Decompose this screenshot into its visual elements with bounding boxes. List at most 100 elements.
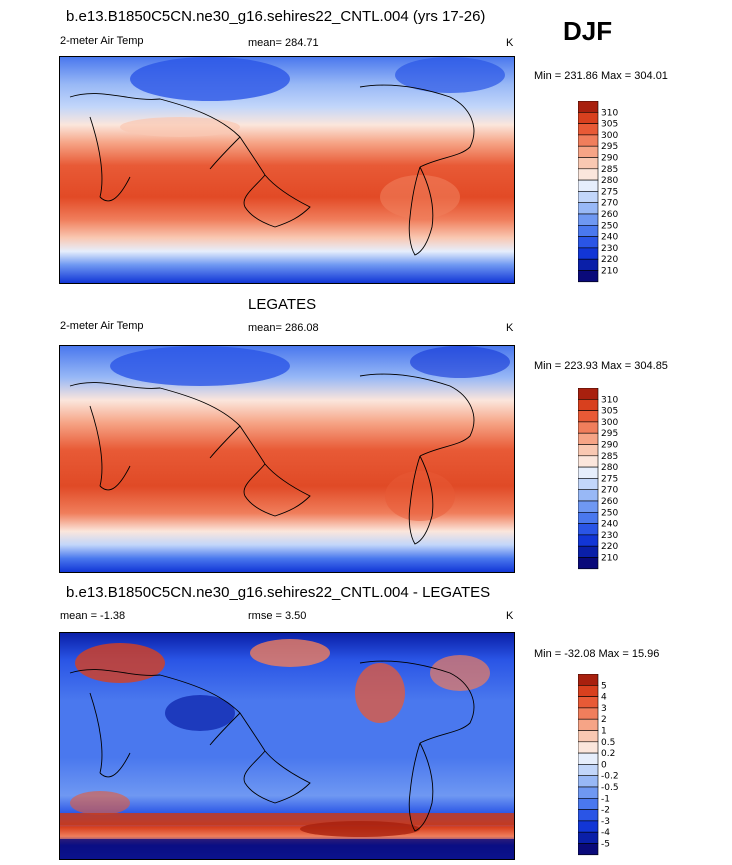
panel2-colorbar-swatches (577, 387, 599, 570)
panel2-map-field (60, 346, 514, 572)
panel2-coastlines (69, 373, 475, 545)
panel1-temperature-field (60, 57, 514, 283)
panel1-coastlines (69, 84, 475, 256)
panel1-colorbar-svg: 3103053002952902852802752702602502402302… (577, 100, 618, 283)
colorbar-tick-label: 0 (601, 760, 607, 770)
panel3-map-field (60, 633, 514, 859)
panel2-variable-label: 2-meter Air Temp (60, 320, 144, 332)
colorbar-swatch (577, 500, 599, 513)
colorbar-swatch (577, 168, 599, 181)
colorbar-swatch (577, 444, 599, 457)
colorbar-tick-label: 230 (601, 244, 618, 254)
panel3-warm-bias-north (250, 639, 330, 667)
panel1-colorbar-swatches (577, 100, 599, 283)
colorbar-tick-label: 300 (601, 131, 618, 141)
colorbar-swatch (577, 831, 599, 844)
colorbar-swatch (577, 455, 599, 468)
panel1-map (59, 56, 515, 284)
colorbar-swatch (577, 557, 599, 570)
colorbar-swatch (577, 478, 599, 491)
panel1-colorbar-labels: 3103053002952902852802752702602502402302… (601, 108, 618, 276)
panel3-title: b.e13.B1850C5CN.ne30_g16.sehires22_CNTL.… (66, 584, 491, 601)
colorbar-tick-label: 1 (601, 727, 607, 737)
panel1-mean-label: mean= 284.71 (248, 37, 319, 49)
colorbar-swatch (577, 100, 599, 113)
panel3-warm-bias-south-west (70, 791, 130, 815)
panel1-minmax: Min = 231.86 Max = 304.01 (534, 70, 668, 82)
colorbar-tick-label: 290 (601, 441, 618, 451)
colorbar-swatch (577, 512, 599, 524)
colorbar-swatch (577, 764, 599, 777)
colorbar-swatch (577, 225, 599, 237)
panel2-units-label: K (506, 322, 514, 334)
colorbar-tick-label: 220 (601, 255, 618, 265)
panel3-units-label: K (506, 610, 514, 622)
colorbar-tick-label: 275 (601, 474, 618, 484)
colorbar-tick-label: 250 (601, 221, 618, 231)
colorbar-tick-label: 230 (601, 531, 618, 541)
colorbar-swatch (577, 820, 599, 833)
panel3-rmse-label: rmse = 3.50 (248, 610, 307, 622)
panel2-minmax: Min = 223.93 Max = 304.85 (534, 360, 668, 372)
colorbar-tick-label: 280 (601, 176, 618, 186)
colorbar-tick-label: 310 (601, 395, 618, 405)
colorbar-swatch (577, 730, 599, 743)
colorbar-tick-label: 295 (601, 429, 618, 439)
colorbar-swatch (577, 236, 599, 249)
panel2-mean-label: mean= 286.08 (248, 322, 319, 334)
colorbar-swatch (577, 410, 599, 423)
colorbar-swatch (577, 145, 599, 158)
colorbar-swatch (577, 741, 599, 754)
colorbar-swatch (577, 545, 599, 558)
panel1-canada-cold (395, 57, 505, 93)
panel1-title: b.e13.B1850C5CN.ne30_g16.sehires22_CNTL.… (66, 8, 486, 25)
colorbar-swatch (577, 466, 599, 479)
colorbar-tick-label: 290 (601, 154, 618, 164)
colorbar-tick-label: 210 (601, 267, 618, 277)
colorbar-tick-label: 2 (601, 715, 607, 725)
colorbar-tick-label: 0.5 (601, 738, 615, 748)
colorbar-tick-label: 0.2 (601, 749, 615, 759)
panel3-warm-bias-atlantic (430, 655, 490, 691)
colorbar-swatch (577, 134, 599, 147)
colorbar-tick-label: 260 (601, 497, 618, 507)
colorbar-tick-label: -1 (601, 794, 610, 804)
colorbar-tick-label: 240 (601, 520, 618, 530)
panel2-siberia-cold (110, 346, 290, 386)
colorbar-tick-label: -0.2 (601, 772, 619, 782)
colorbar-tick-label: 250 (601, 508, 618, 518)
colorbar-swatch (577, 809, 599, 822)
colorbar-tick-label: -0.5 (601, 783, 619, 793)
colorbar-swatch (577, 752, 599, 765)
panel3-colorbar: 5 4 3 2 1 0.5 0.2 0 -0.2 -0.5 -1 -2 -3 -4 -5 (577, 673, 638, 861)
panel1-colorbar: 310 305 300 295 290 285 280 275 270 260 250 240 230 2… (577, 100, 638, 288)
panel3-southern-ocean-warm-bias (60, 813, 514, 825)
colorbar-tick-label: 285 (601, 452, 618, 462)
colorbar-tick-label: -2 (601, 806, 610, 816)
colorbar-swatch (577, 843, 599, 856)
colorbar-tick-label: 220 (601, 542, 618, 552)
panel1-map-field (60, 57, 514, 283)
colorbar-swatch (577, 258, 599, 271)
colorbar-tick-label: -5 (601, 840, 610, 850)
panel2-colorbar-labels: 3103053002952902852802752702602502402302… (601, 395, 618, 563)
colorbar-swatch (577, 432, 599, 445)
colorbar-tick-label: 4 (601, 693, 607, 703)
colorbar-tick-label: 260 (601, 210, 618, 220)
colorbar-tick-label: 270 (601, 199, 618, 209)
panel2-colorbar-svg: 3103053002952902852802752702602502402302… (577, 387, 618, 570)
panel3-warm-bias-west (75, 643, 165, 683)
panel3-colorbar-labels: 5 432 10.50.20 -0.2-0.5-1 -2-3-4 -5 (601, 681, 619, 849)
panel3-warm-bias-pacific (355, 663, 405, 723)
panel3-minmax: Min = -32.08 Max = 15.96 (534, 648, 660, 660)
panel2-title: LEGATES (248, 296, 317, 313)
colorbar-swatch (577, 399, 599, 411)
colorbar-swatch (577, 191, 599, 204)
panel3-colorbar-svg: 5 432 10.50.20 -0.2-0.5-1 -2-3-4 -5 (577, 673, 619, 856)
colorbar-swatch (577, 213, 599, 226)
panel2-south-america (385, 471, 455, 521)
colorbar-swatch (577, 489, 599, 502)
panel2-colorbar: 310 305 300 295 290 285 280 275 270 260 250 240 230 2… (577, 387, 638, 575)
colorbar-swatch (577, 798, 599, 810)
colorbar-swatch (577, 685, 599, 697)
